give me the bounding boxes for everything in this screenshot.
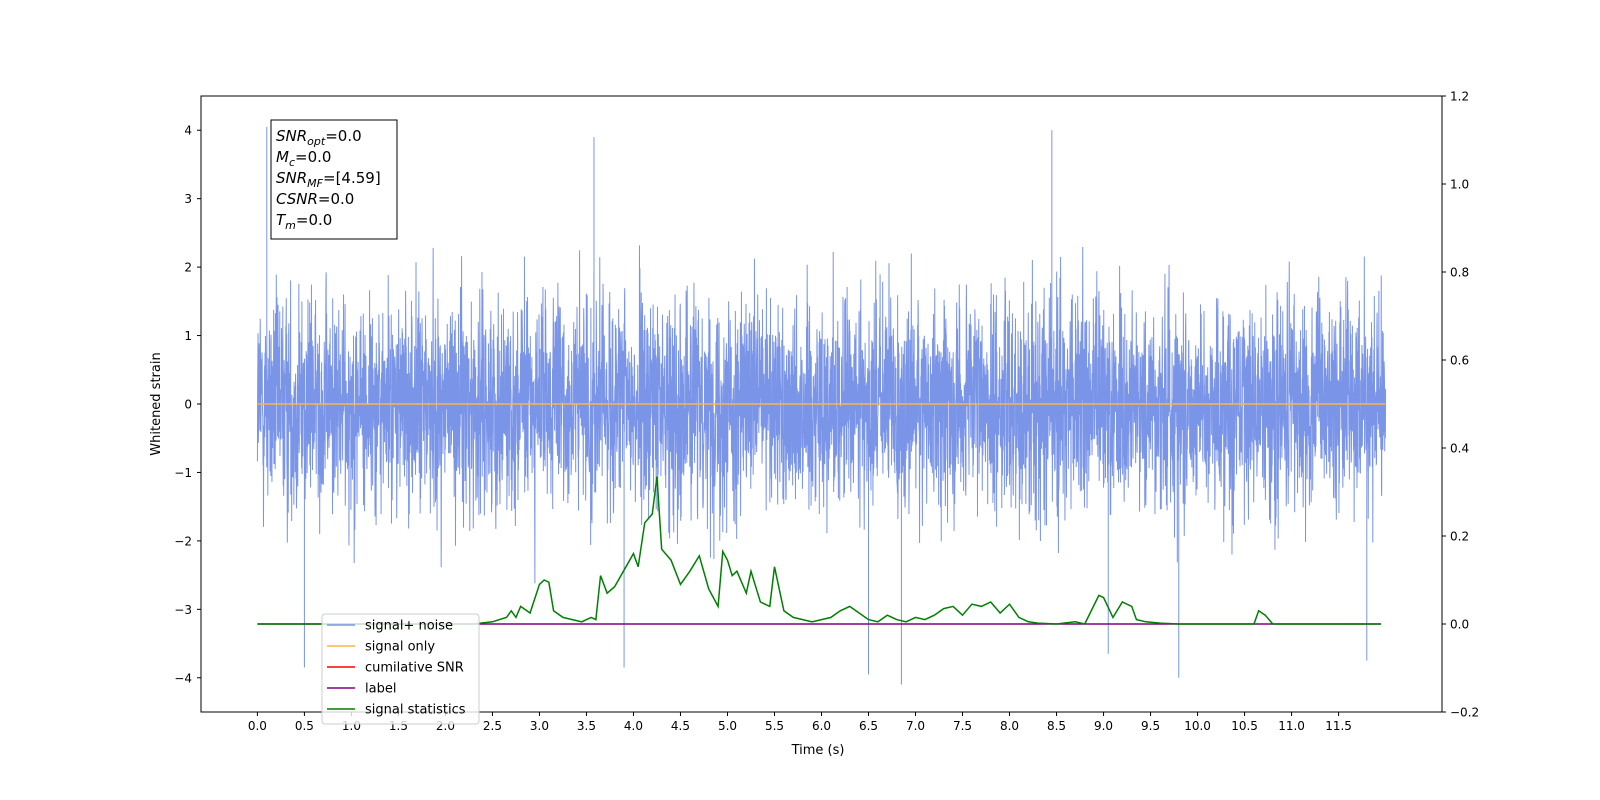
- x-tick-label: 10.5: [1231, 719, 1258, 733]
- x-tick-label: 9.5: [1141, 719, 1160, 733]
- x-tick-label: 2.5: [483, 719, 502, 733]
- y2-tick-label: 1.0: [1450, 178, 1469, 192]
- x-tick-label: 0.0: [248, 719, 267, 733]
- y2-tick-label: −0.2: [1450, 706, 1479, 720]
- x-tick-label: 5.0: [718, 719, 737, 733]
- annotation-line: Mc=0.0: [276, 148, 331, 169]
- x-tick-label: 3.5: [577, 719, 596, 733]
- y2-tick-label: 0.0: [1450, 618, 1469, 632]
- x-tick-label: 3.0: [530, 719, 549, 733]
- legend: signal+ noise signal only cumilative SNR la…: [321, 613, 480, 725]
- series-signal-statistics-line: [257, 476, 1381, 625]
- y-tick-label: 1: [184, 329, 192, 343]
- legend-label: signal statistics: [365, 703, 466, 718]
- y2-tick-label: 0.4: [1450, 442, 1469, 456]
- y2-tick-label: 0.2: [1450, 530, 1469, 544]
- x-tick-label: 5.5: [765, 719, 784, 733]
- y-tick-label: 3: [184, 192, 192, 206]
- x-tick-label: 10.0: [1184, 719, 1211, 733]
- annotation-line: SNRopt=0.0: [276, 127, 362, 148]
- annotation-line: SNRMF=[4.59]: [276, 169, 381, 190]
- x-tick-label: 7.0: [906, 719, 925, 733]
- x-tick-label: 0.5: [295, 719, 314, 733]
- legend-frame: [321, 613, 480, 725]
- x-tick-label: 4.5: [671, 719, 690, 733]
- x-tick-label: 11.0: [1278, 719, 1305, 733]
- x-tick-label: 8.0: [1000, 719, 1019, 733]
- annotation-frame: [270, 119, 398, 240]
- x-tick-label: 8.5: [1047, 719, 1066, 733]
- x-tick-label: 6.0: [812, 719, 831, 733]
- x-tick-label: 6.5: [859, 719, 878, 733]
- x-tick-label: 9.0: [1094, 719, 1113, 733]
- y-tick-label: 2: [184, 261, 192, 275]
- y-axis-left: −4 −3 −2 −1 0 1 2 3 4: [174, 124, 201, 685]
- legend-label: signal only: [365, 640, 435, 655]
- x-tick-label: 11.5: [1325, 719, 1352, 733]
- y-axis-right: −0.2 0.0 0.2 0.4 0.6 0.8 1.0 1.2: [1442, 90, 1479, 720]
- y-tick-label: −4: [174, 671, 192, 685]
- annotation-line: Tm=0.0: [276, 211, 332, 232]
- y-tick-label: −1: [174, 466, 192, 480]
- y-tick-label: 4: [184, 124, 192, 138]
- y-tick-label: −3: [174, 603, 192, 617]
- x-axis-label: Time (s): [791, 743, 845, 758]
- annotation-line: CSNR=0.0: [276, 190, 354, 208]
- legend-label: cumilative SNR: [365, 661, 464, 676]
- y-tick-label: 0: [184, 398, 192, 412]
- series-signal-noise-line: [256, 126, 1387, 685]
- y2-tick-label: 0.8: [1450, 266, 1469, 280]
- y2-tick-label: 0.6: [1450, 354, 1469, 368]
- legend-label: label: [365, 682, 396, 697]
- y2-tick-label: 1.2: [1450, 90, 1469, 104]
- legend-label: signal+ noise: [365, 619, 453, 634]
- x-tick-label: 4.0: [624, 719, 643, 733]
- x-tick-label: 7.5: [953, 719, 972, 733]
- y-axis-label: Whitened strain: [149, 352, 164, 455]
- y-tick-label: −2: [174, 534, 192, 548]
